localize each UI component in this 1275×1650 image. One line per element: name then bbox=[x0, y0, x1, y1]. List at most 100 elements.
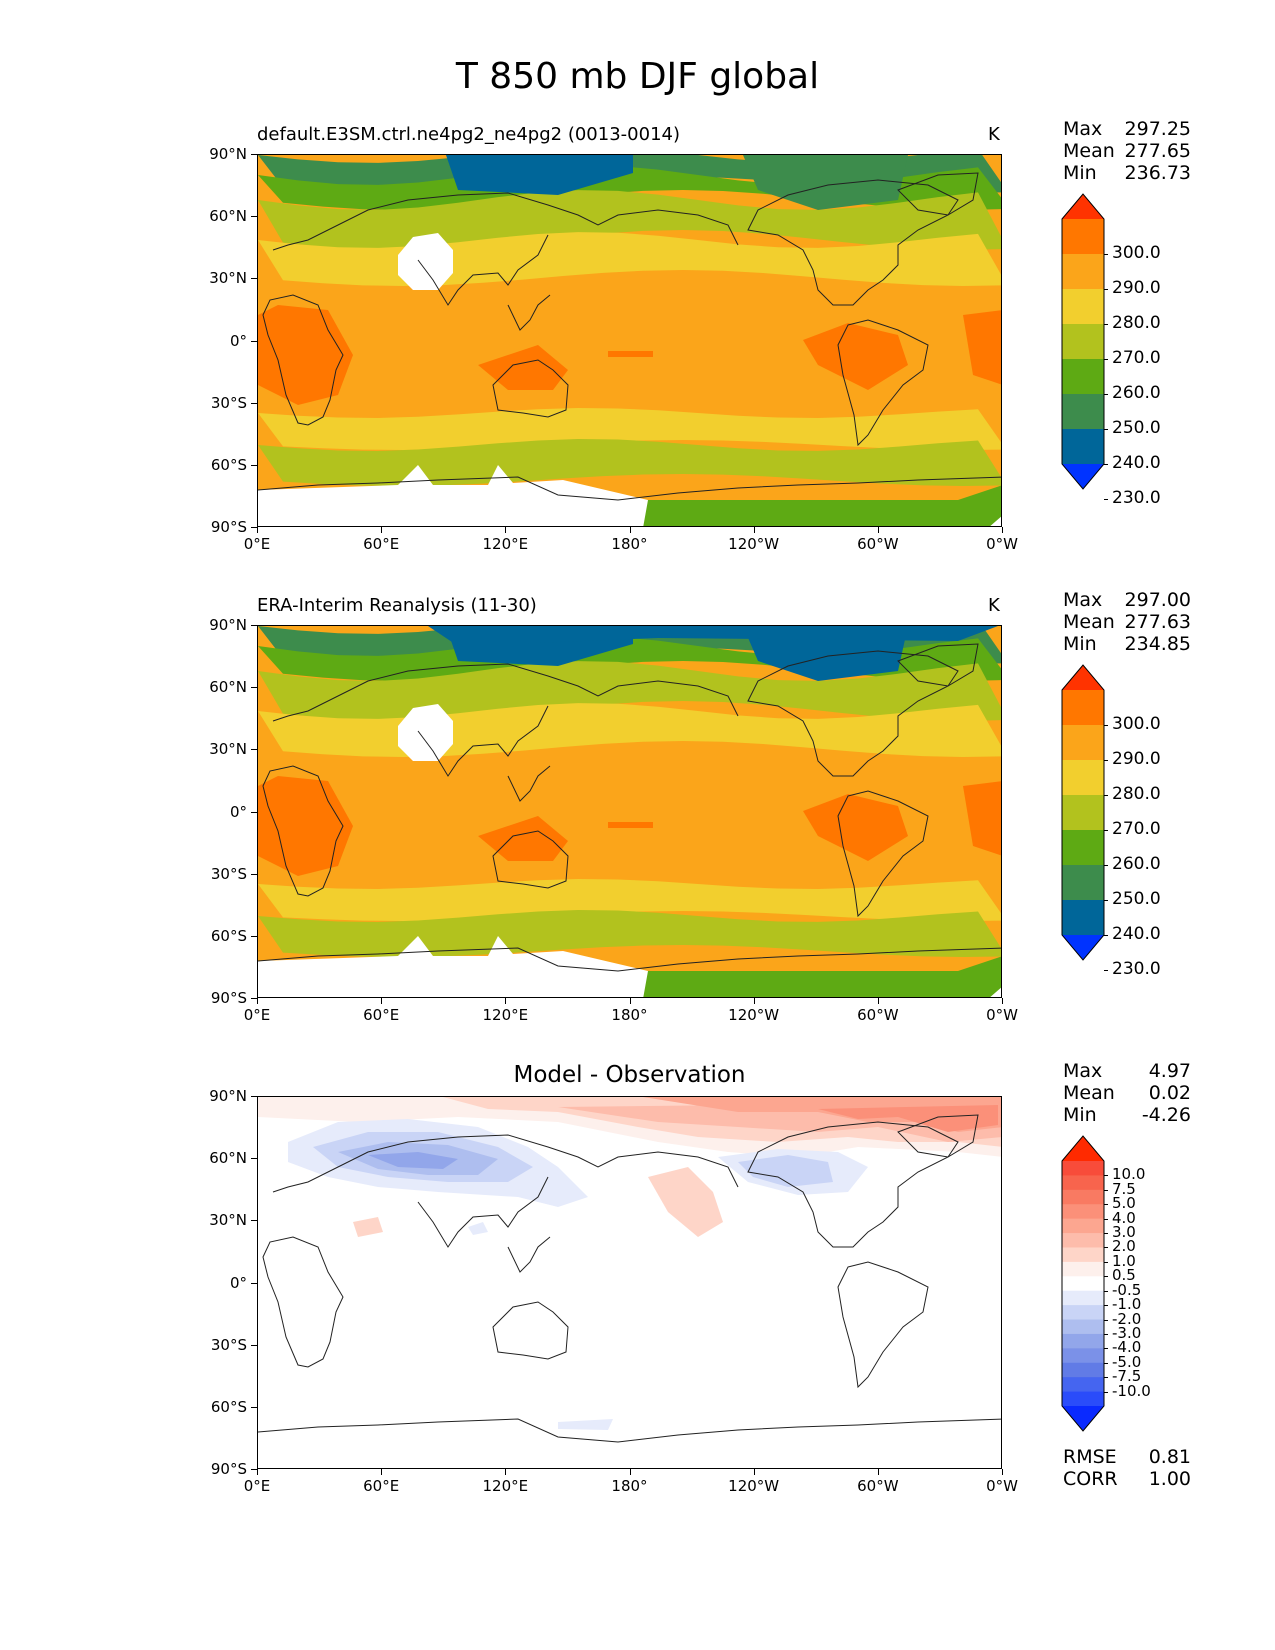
y-tick-mark bbox=[251, 402, 257, 404]
coastline-5 bbox=[747, 179, 959, 306]
colorbar-tick bbox=[1104, 865, 1108, 866]
coastline-7 bbox=[897, 1114, 979, 1158]
colorbar-tick bbox=[1104, 970, 1108, 971]
stat-row: Min 236.73 bbox=[1063, 162, 1191, 184]
colorbar-tick bbox=[1104, 1204, 1108, 1206]
y-tick-label: 90°S bbox=[210, 989, 247, 1007]
colorbar-tick bbox=[1104, 1319, 1108, 1321]
x-tick-label: 180° bbox=[611, 535, 648, 553]
coastline-5 bbox=[747, 1121, 959, 1248]
y-tick-mark bbox=[251, 278, 257, 280]
x-tick-mark bbox=[877, 1469, 879, 1475]
coastline-3 bbox=[507, 765, 551, 802]
stat-row: Min 234.85 bbox=[1063, 633, 1191, 655]
stat-label: Min bbox=[1063, 1104, 1097, 1126]
x-tick-label: 0°W bbox=[986, 1477, 1018, 1495]
colorbar-extend-max bbox=[1062, 194, 1104, 219]
x-tick-label: 0°E bbox=[243, 1006, 271, 1024]
y-tick-label: 30°N bbox=[209, 1211, 247, 1230]
cold-spot-canada bbox=[743, 155, 908, 210]
stat-label: RMSE bbox=[1063, 1446, 1117, 1468]
coastline-0 bbox=[262, 1236, 344, 1368]
y-tick-label: 0° bbox=[229, 331, 247, 350]
colorbar-tick bbox=[1104, 464, 1108, 465]
colorbar-tick bbox=[1104, 1247, 1108, 1249]
x-tick-label: 120°W bbox=[728, 1477, 780, 1495]
colorbar-0 bbox=[1061, 193, 1105, 490]
stat-value: 277.65 bbox=[1124, 140, 1191, 162]
panel-units: K bbox=[988, 595, 1000, 616]
band-260-north bbox=[258, 661, 1001, 721]
colorbar-segment bbox=[1062, 1305, 1104, 1321]
colorbar-tick bbox=[1104, 1290, 1108, 1292]
colorbar-label: 270.0 bbox=[1112, 348, 1161, 368]
mask-tibet bbox=[398, 704, 453, 761]
x-tick-mark bbox=[629, 1469, 631, 1475]
colorbar-segment bbox=[1062, 394, 1104, 430]
y-tick-mark bbox=[251, 1406, 257, 1408]
y-tick-mark bbox=[251, 340, 257, 342]
colorbar-tick bbox=[1104, 1276, 1108, 1278]
map-field bbox=[258, 155, 1001, 526]
y-tick-mark bbox=[251, 464, 257, 466]
coastline-8 bbox=[258, 947, 1001, 972]
colorbar-segment bbox=[1062, 690, 1104, 726]
x-tick-label: 180° bbox=[611, 1477, 648, 1495]
coastline-7 bbox=[897, 172, 979, 216]
x-tick-mark bbox=[257, 998, 258, 1004]
x-tick-mark bbox=[877, 527, 879, 533]
colorbar-label: 2.0 bbox=[1112, 1237, 1136, 1256]
colorbar-label: 300.0 bbox=[1112, 714, 1161, 734]
y-tick-mark bbox=[251, 1469, 257, 1470]
stat-value: 4.97 bbox=[1148, 1060, 1191, 1082]
stat-label: Mean bbox=[1063, 140, 1115, 162]
colorbar-segment bbox=[1062, 795, 1104, 831]
map-panel bbox=[257, 154, 1002, 527]
coastline-4 bbox=[492, 1301, 569, 1360]
colorbar-segment bbox=[1062, 1161, 1104, 1176]
colorbar-segment bbox=[1062, 1175, 1104, 1191]
colorbar-tick bbox=[1104, 1261, 1108, 1263]
colorbar-tick bbox=[1104, 725, 1108, 726]
stat-value: 234.85 bbox=[1124, 633, 1191, 655]
x-tick-label: 60°W bbox=[857, 1477, 899, 1495]
colorbar-label: -10.0 bbox=[1112, 1381, 1151, 1400]
coastline-1 bbox=[272, 1134, 739, 1193]
colorbar-extend-max bbox=[1062, 1136, 1104, 1161]
colorbar-1 bbox=[1061, 664, 1105, 961]
stat-label: Min bbox=[1063, 633, 1097, 655]
colorbar-segment bbox=[1062, 1204, 1104, 1220]
y-tick-mark bbox=[251, 1344, 257, 1346]
y-tick-label: 30°N bbox=[209, 269, 247, 288]
panel-title: Model - Observation bbox=[513, 1062, 746, 1088]
diff-warm-3 bbox=[643, 1097, 1001, 1132]
y-tick-mark bbox=[251, 873, 257, 875]
panel-title: default.E3SM.ctrl.ne4pg2_ne4pg2 (0013-00… bbox=[257, 124, 680, 145]
stat-row: RMSE 0.81 bbox=[1063, 1446, 1191, 1468]
colorbar-segment bbox=[1062, 1362, 1104, 1378]
stat-value: 0.02 bbox=[1148, 1082, 1191, 1104]
stat-label: CORR bbox=[1063, 1468, 1118, 1490]
x-tick-mark bbox=[1002, 1469, 1003, 1475]
x-tick-mark bbox=[505, 1469, 507, 1475]
colorbar-segment bbox=[1062, 1218, 1104, 1234]
y-tick-mark bbox=[251, 687, 257, 689]
stat-label: Mean bbox=[1063, 611, 1115, 633]
x-tick-label: 0°E bbox=[243, 1477, 271, 1495]
colorbar-label: 0.5 bbox=[1112, 1266, 1136, 1285]
colorbar-label: 5.0 bbox=[1112, 1194, 1136, 1213]
y-tick-label: 0° bbox=[229, 1273, 247, 1292]
y-tick-label: 0° bbox=[229, 802, 247, 821]
coastline-0 bbox=[262, 765, 344, 897]
figure-title: T 850 mb DJF global bbox=[455, 56, 820, 97]
panel-units: K bbox=[988, 124, 1000, 145]
stat-label: Mean bbox=[1063, 1082, 1115, 1104]
colorbar-label: -3.0 bbox=[1112, 1323, 1142, 1342]
warm-south-america bbox=[803, 323, 908, 390]
mask-antarctica bbox=[258, 936, 648, 997]
coastline-3 bbox=[507, 294, 551, 331]
x-tick-label: 120°E bbox=[482, 1006, 529, 1024]
cold-spot-arctic bbox=[428, 626, 998, 646]
band-250-south bbox=[643, 485, 1001, 526]
